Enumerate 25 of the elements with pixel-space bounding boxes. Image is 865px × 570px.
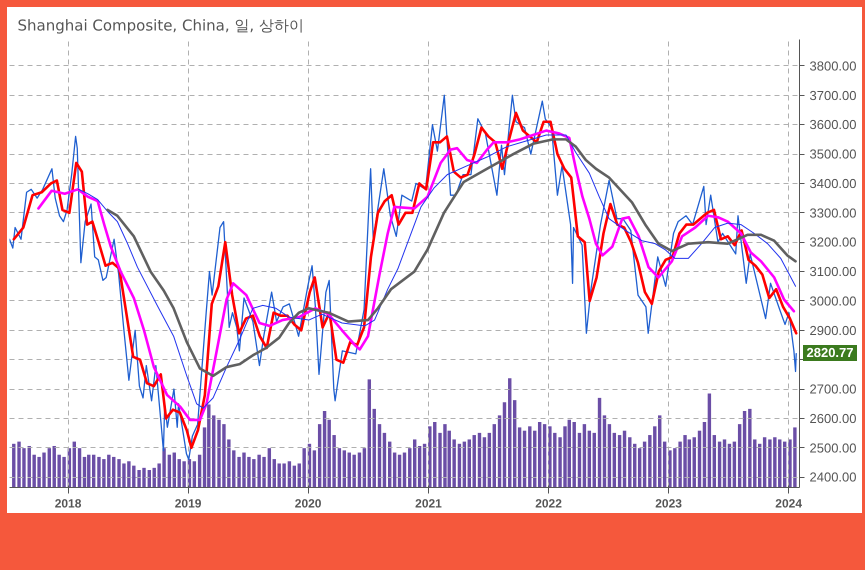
y-tick-label: 3600.00 — [810, 117, 856, 132]
x-tick-label: 2021 — [415, 496, 442, 510]
y-tick-label: 3400.00 — [810, 176, 856, 191]
y-tick-label: 3200.00 — [810, 234, 856, 250]
y-tick-label: 2600.00 — [810, 410, 856, 426]
line-series — [106, 138, 797, 378]
x-tick-label: 2020 — [294, 496, 322, 510]
y-tick-label: 2500.00 — [810, 440, 856, 456]
y-tick-label: 2700.00 — [810, 382, 856, 397]
y-tick-label: 2900.00 — [810, 322, 856, 338]
y-tick-label: 3100.00 — [810, 264, 856, 280]
x-tick-label: 2018 — [54, 496, 82, 510]
y-tick-label: 3500.00 — [810, 146, 856, 162]
x-tick-label: 2024 — [775, 496, 802, 510]
y-tick-label: 3800.00 — [810, 58, 856, 74]
y-tick-label: 3300.00 — [810, 205, 856, 220]
x-tick-label: 2022 — [535, 496, 562, 510]
y-tick-label: 3700.00 — [810, 88, 856, 103]
bar — [12, 444, 16, 487]
chart-title: Shanghai Composite, China, 일, 상하이 — [18, 16, 304, 34]
y-tick-label: 2400.00 — [810, 470, 856, 485]
x-tick-label: 2023 — [655, 496, 682, 510]
y-tick-label: 3000.00 — [810, 293, 856, 308]
x-tick-label: 2019 — [174, 496, 202, 510]
annotation: 2820.77 — [806, 345, 854, 361]
